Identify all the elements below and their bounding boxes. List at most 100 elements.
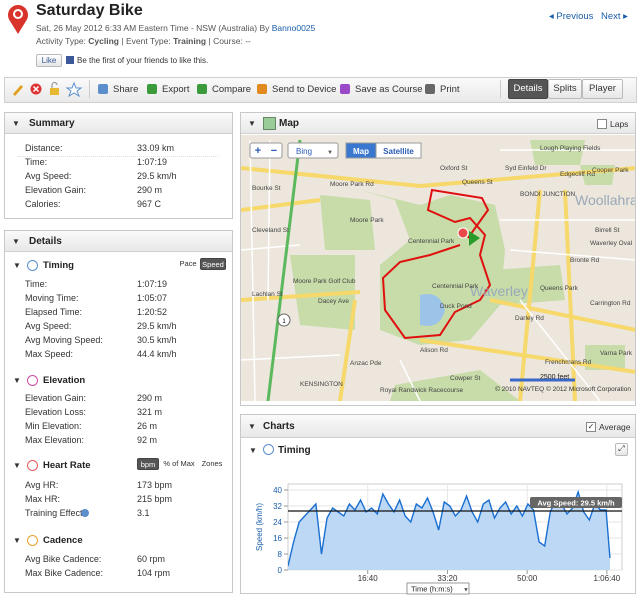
collapse-toggle[interactable]: ▼ <box>249 446 257 455</box>
row-value: 29.5 km/h <box>137 171 177 181</box>
row-label: Training Effect <box>25 508 83 518</box>
section-toggle[interactable]: ▼ <box>13 461 21 470</box>
section-icon <box>27 375 38 386</box>
average-checkbox[interactable]: ✓ <box>586 422 596 432</box>
toolbar-icons <box>13 81 83 97</box>
unit-toggle[interactable]: Pace <box>179 259 197 268</box>
panel-title: Map <box>279 118 299 129</box>
row-label: Elevation Loss: <box>25 407 87 417</box>
average-label: Average <box>599 422 631 432</box>
row-label: Time: <box>25 157 48 167</box>
panel-title: Charts <box>263 421 295 432</box>
toolbar-action[interactable]: Send to Device <box>272 84 337 95</box>
row-value: 290 m <box>137 393 163 403</box>
tabs: Details Splits Player <box>508 79 623 99</box>
datetime: Sat, 26 May 2012 6:33 AM Eastern Time - … <box>36 23 258 33</box>
row-label: Avg Bike Cadence: <box>25 554 102 564</box>
row-value: 290 m <box>137 185 163 195</box>
row-value: 3.1 <box>137 508 150 518</box>
collapse-toggle[interactable]: ▼ <box>12 237 20 246</box>
activity-date-line: Sat, 26 May 2012 6:33 AM Eastern Time - … <box>36 23 315 33</box>
row-value: 29.5 km/h <box>137 321 177 331</box>
unit-toggle[interactable]: bpm <box>137 458 159 470</box>
row-value: 321 m <box>137 407 163 417</box>
course: -- <box>245 36 251 46</box>
tab[interactable]: Player <box>582 79 623 99</box>
activity-title: Saturday Bike <box>36 2 143 19</box>
like-label: Like <box>41 56 57 65</box>
like-message: Be the first of your friends to like thi… <box>77 56 209 65</box>
help-icon <box>81 509 89 517</box>
toolbar-icon <box>147 84 157 94</box>
tab[interactable]: Details <box>508 79 548 99</box>
expand-button[interactable]: ⤢ <box>615 443 628 456</box>
laps-checkbox[interactable] <box>597 119 607 129</box>
collapse-toggle[interactable]: ▼ <box>248 119 256 128</box>
row-value: 1:07:19 <box>137 279 168 289</box>
section-title: Cadence <box>43 535 83 546</box>
row-value: 967 C <box>137 199 162 209</box>
section-toggle[interactable]: ▼ <box>13 261 21 270</box>
section-icon <box>27 535 38 546</box>
section-title: Timing <box>43 260 74 271</box>
row-value: 1:05:07 <box>137 293 168 303</box>
row-value: 1:07:19 <box>137 157 168 167</box>
label: | Course: <box>208 36 243 46</box>
collapse-toggle[interactable]: ▼ <box>248 422 256 431</box>
activity-icon <box>8 5 29 34</box>
toolbar-action[interactable]: Save as Course <box>355 84 423 95</box>
toolbar-action[interactable]: Export <box>162 84 190 95</box>
toolbar-icon <box>98 84 108 94</box>
row-label: Avg Moving Speed: <box>25 335 103 345</box>
toolbar-icon <box>425 84 435 94</box>
row-label: Elapsed Time: <box>25 307 83 317</box>
details-panel: Details ▼ <box>4 230 233 593</box>
tab[interactable]: Splits <box>548 79 582 99</box>
row-value: 33.09 km <box>137 143 175 153</box>
label: Activity Type: <box>36 36 86 46</box>
user-link[interactable]: Banno0025 <box>271 23 316 33</box>
activity-type: Cycling <box>88 36 119 46</box>
row-label: Elevation Gain: <box>25 393 87 403</box>
like-button[interactable]: Like <box>36 54 62 67</box>
toolbar-action[interactable]: Compare <box>212 84 252 95</box>
row-label: Moving Time: <box>25 293 79 303</box>
like-text: Be the first of your friends to like thi… <box>66 56 208 65</box>
row-value: 60 rpm <box>137 554 166 564</box>
laps-label: Laps <box>610 119 629 129</box>
row-value: 215 bpm <box>137 494 173 504</box>
section-title: Heart Rate <box>43 460 91 471</box>
row-label: Avg Speed: <box>25 171 72 181</box>
separator <box>18 156 218 157</box>
unit-toggle[interactable]: % of Max <box>163 459 195 468</box>
previous-link[interactable]: ◂ Previous <box>549 11 594 22</box>
activity-type-line: Activity Type: Cycling | Event Type: Tra… <box>36 36 251 46</box>
row-value: 1:20:52 <box>137 307 168 317</box>
label: | Event Type: <box>121 36 171 46</box>
row-value: 44.4 km/h <box>137 349 177 359</box>
summary-panel: Summary ▼ <box>4 112 233 219</box>
section-toggle[interactable]: ▼ <box>13 536 21 545</box>
unit-toggle[interactable]: Zones <box>201 459 223 468</box>
timing-icon <box>263 444 274 455</box>
row-value: 26 m <box>137 421 158 431</box>
toolbar-icon <box>340 84 350 94</box>
row-label: Max Speed: <box>25 349 74 359</box>
row-label: Elevation Gain: <box>25 185 87 195</box>
toolbar-icon <box>197 84 207 94</box>
chart-subtitle: Timing <box>278 445 311 456</box>
unit-toggle[interactable]: Speed <box>200 258 226 270</box>
next-link[interactable]: Next ▸ <box>601 11 628 22</box>
toolbar-action[interactable]: Print <box>440 84 460 95</box>
section-icon <box>27 260 38 271</box>
charts-panel: ▼ Charts ✓ Average ▼ Timing ⤢ <box>240 414 636 594</box>
toolbar-action[interactable]: Share <box>113 84 139 95</box>
section-toggle[interactable]: ▼ <box>13 376 21 385</box>
collapse-toggle[interactable]: ▼ <box>12 119 20 128</box>
previous: Previous <box>556 11 594 22</box>
row-label: Time: <box>25 279 48 289</box>
event-type: Training <box>173 36 207 46</box>
row-value: 104 rpm <box>137 568 171 578</box>
section-icon <box>27 460 38 471</box>
